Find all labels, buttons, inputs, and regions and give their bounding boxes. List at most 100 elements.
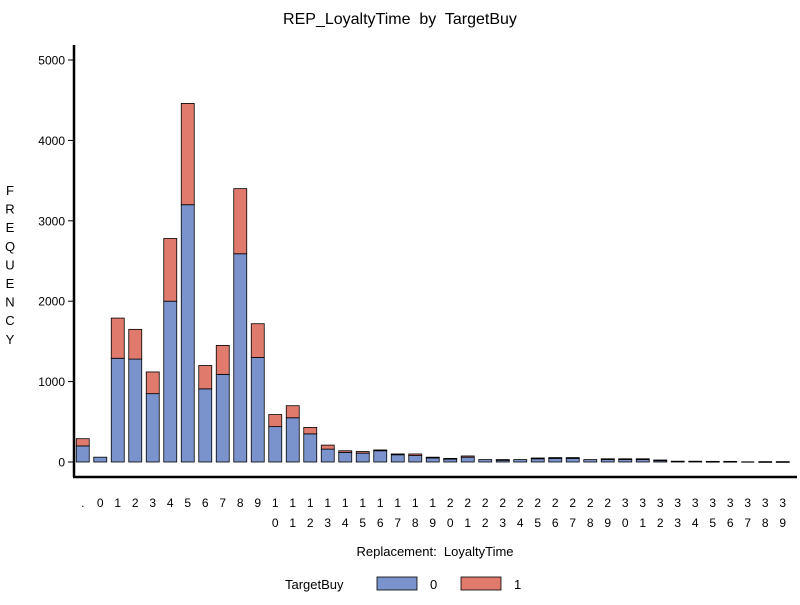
x-tick-label: 0 (622, 516, 629, 530)
bar-segment-series-0 (285, 417, 300, 463)
bar-segment-series-1 (198, 365, 213, 390)
x-tick-label: 7 (569, 516, 576, 530)
bar-segment-series-1 (215, 345, 230, 375)
x-tick-label: 1 (289, 516, 296, 530)
bar-segment-series-0 (233, 253, 248, 463)
y-tick-label: 4000 (38, 134, 65, 148)
x-tick-label: 5 (709, 516, 716, 530)
y-axis-ticks: 0 1000 2000 3000 4000 5000 (38, 54, 74, 470)
bar-segment-series-0 (250, 357, 265, 463)
x-tick-label: 6 (552, 516, 559, 530)
y-axis-label-letter: U (5, 257, 14, 272)
x-tick-label: 3 (149, 496, 156, 510)
x-tick-label: 2 (517, 496, 524, 510)
x-tick-label: 1 (639, 516, 646, 530)
x-tick-label: 3 (674, 496, 681, 510)
x-tick-label: 3 (674, 516, 681, 530)
y-axis-label-letter: F (6, 183, 14, 198)
x-tick-label: 1 (272, 496, 279, 510)
legend-label-1: 1 (514, 577, 521, 592)
y-axis-label-letter: N (5, 295, 14, 310)
x-tick-label: 0 (272, 516, 279, 530)
bar-segment-series-1 (443, 457, 458, 460)
bar-segment-series-0 (583, 459, 598, 463)
x-tick-label: 3 (744, 496, 751, 510)
x-tick-label: 5 (534, 516, 541, 530)
y-axis-label-letter: R (5, 202, 14, 217)
x-tick-label: 7 (744, 516, 751, 530)
bar-segment-series-0 (408, 455, 423, 463)
x-tick-label: 8 (412, 516, 419, 530)
bar-segment-series-0 (338, 451, 353, 463)
x-tick-label: 2 (482, 516, 489, 530)
bar-segment-series-0 (145, 393, 160, 463)
x-tick-label: 2 (552, 496, 559, 510)
bar-segment-series-0 (460, 456, 475, 463)
bar-segment-series-1 (618, 458, 633, 460)
x-tick-label: 0 (97, 496, 104, 510)
bar-segment-series-0 (355, 452, 370, 463)
bar-segment-series-0 (530, 458, 545, 463)
bar-segment-series-1 (635, 458, 650, 460)
bar-segment-series-1 (530, 457, 545, 460)
bar-segment-series-0 (320, 448, 335, 463)
x-tick-label: 2 (604, 496, 611, 510)
bar-segment-series-0 (198, 388, 213, 463)
x-tick-label: 1 (377, 496, 384, 510)
x-tick-label: 3 (779, 496, 786, 510)
bar-segment-series-1 (495, 459, 510, 461)
x-tick-label: 3 (324, 516, 331, 530)
bar-segment-series-1 (303, 427, 318, 435)
x-tick-label: 4 (167, 496, 174, 510)
bar-segment-series-0 (723, 460, 738, 463)
bar-segment-series-0 (478, 459, 493, 463)
x-tick-label: 1 (394, 496, 401, 510)
bar-segment-series-0 (75, 445, 90, 463)
x-tick-label: 8 (587, 516, 594, 530)
bar-segment-series-1 (600, 458, 615, 460)
bar-segment-series-0 (688, 460, 703, 463)
x-tick-label: 3 (692, 496, 699, 510)
x-tick-label: 9 (429, 516, 436, 530)
x-tick-label: 1 (464, 516, 471, 530)
x-tick-label: 7 (219, 496, 226, 510)
bar-segment-series-1 (180, 103, 195, 206)
bar-segment-series-1 (460, 455, 475, 458)
x-tick-label: 7 (394, 516, 401, 530)
x-tick-label: 9 (779, 516, 786, 530)
bar-segment-series-0 (180, 204, 195, 463)
bar-segment-series-1 (145, 371, 160, 395)
bar-segment-series-1 (320, 444, 335, 450)
bar-segment-series-1 (250, 323, 265, 358)
legend: TargetBuy 0 1 (285, 576, 521, 592)
bar-segment-series-0 (548, 457, 563, 463)
bar-segment-series-0 (268, 426, 283, 463)
bar-segment-series-1 (390, 453, 405, 456)
x-tick-label: 2 (132, 496, 139, 510)
y-axis-label-letter: E (6, 276, 15, 291)
y-tick-label: 2000 (38, 295, 65, 309)
x-tick-label: 3 (727, 496, 734, 510)
y-tick-label: 5000 (38, 54, 65, 68)
x-tick-label: 8 (237, 496, 244, 510)
bar-segment-series-0 (775, 461, 790, 463)
x-tick-label: 1 (114, 496, 121, 510)
chart-title: REP_LoyaltyTime by TargetBuy (283, 11, 517, 28)
bar-segment-series-1 (408, 453, 423, 456)
legend-label-0: 0 (430, 577, 437, 592)
x-tick-label: 4 (342, 516, 349, 530)
bar-segment-series-0 (373, 450, 388, 463)
bar-segment-series-1 (233, 188, 248, 255)
x-tick-label: 9 (604, 516, 611, 530)
bar-segment-series-0 (670, 460, 685, 463)
bar-segment-series-1 (285, 405, 300, 419)
bar-segment-series-1 (163, 238, 178, 302)
bar-segment-series-1 (110, 317, 125, 359)
bar-segment-series-1 (425, 456, 440, 459)
x-tick-label: 5 (359, 516, 366, 530)
x-tick-label: 2 (657, 516, 664, 530)
bar-segment-series-1 (355, 451, 370, 454)
legend-swatch-1 (460, 576, 502, 591)
